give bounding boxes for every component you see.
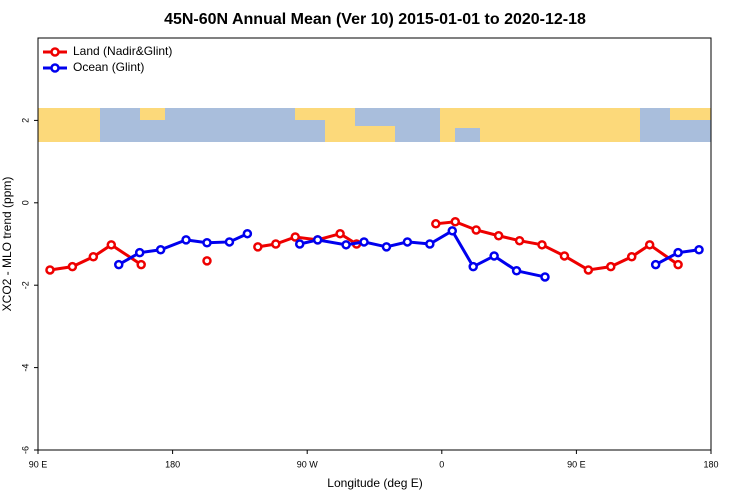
map-strip [38,108,711,142]
point [181,235,191,245]
point [253,242,263,252]
x-tick-label: 0 [439,459,444,469]
point [335,228,345,239]
point [202,238,212,248]
point [359,237,369,247]
point [650,259,661,270]
point [242,228,253,239]
point [45,265,55,275]
x-tick-label: 90 E [567,459,586,469]
point [559,251,570,261]
point [514,235,525,246]
point [425,239,435,249]
point [511,266,522,276]
point [583,265,594,275]
point [224,237,235,247]
chart-title: 45N-60N Annual Mean (Ver 10) 2015-01-01 … [164,11,586,28]
point [540,272,550,282]
x-axis-label: Longitude (deg E) [327,476,422,490]
point [493,231,504,241]
point [381,242,392,252]
x-tick-label: 90 W [297,459,319,469]
legend-marker [50,63,60,73]
point [67,261,78,272]
legend-marker [50,47,60,57]
point [447,226,458,236]
point [341,240,351,250]
point [402,237,413,247]
point [114,259,124,270]
point [644,240,655,250]
y-tick-label: -2 [20,281,30,289]
point [134,247,145,258]
point [471,225,481,235]
point [202,256,212,266]
y-tick-label: 2 [20,118,30,123]
x-tick-label: 180 [165,459,180,469]
point [694,245,704,255]
x-tick-label: 90 E [29,459,48,469]
y-tick-label: -6 [20,446,30,454]
point [606,261,616,272]
point [136,259,146,270]
point [106,240,117,250]
point [431,219,441,229]
y-tick-label: -4 [20,364,30,372]
y-tick-label: 0 [20,200,30,205]
point [290,232,300,242]
plot-frame [37,37,712,451]
point [537,240,547,250]
point [489,251,499,261]
point [294,239,305,249]
point [673,259,683,270]
point [673,247,683,258]
x-tick-label: 180 [703,459,718,469]
point [312,235,323,245]
legend-label: Ocean (Glint) [73,60,144,74]
y-axis-label: XCO2 - MLO trend (ppm) [0,177,14,312]
point [468,261,478,272]
point [626,252,637,262]
point [271,239,281,249]
point [155,245,166,255]
point [88,252,99,262]
point [450,217,461,227]
legend-label: Land (Nadir&Glint) [73,44,172,58]
